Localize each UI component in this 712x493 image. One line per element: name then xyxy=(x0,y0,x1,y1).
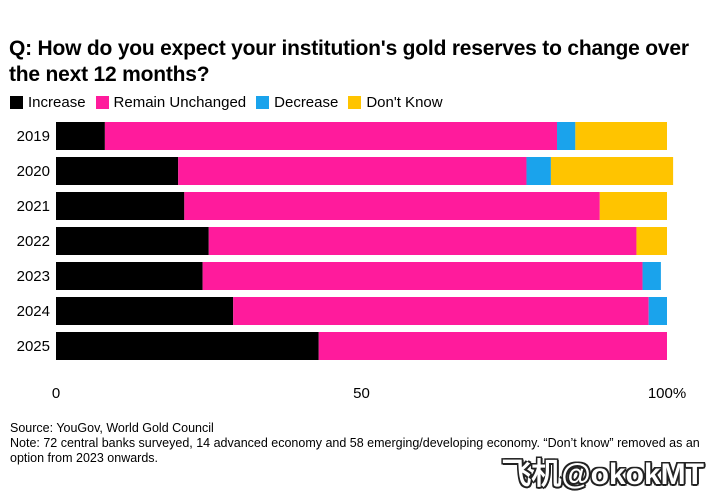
legend-swatch xyxy=(256,96,270,109)
stacked-bar-chart: 2019 2020 2021 2022 2023 2024 2025 0 50 100% xyxy=(17,122,686,402)
bar-segment xyxy=(56,157,179,185)
bar-segment xyxy=(575,122,667,150)
chart-footer: Source: YouGov, World Gold Council Note:… xyxy=(10,421,700,466)
bar-segment xyxy=(599,192,667,220)
legend-label: Increase xyxy=(28,94,86,111)
y-tick-label: 2020 xyxy=(17,163,50,180)
bar-segment xyxy=(636,227,667,255)
legend-item: Don't Know xyxy=(348,94,443,111)
bar-segment xyxy=(526,157,551,185)
bar-segment xyxy=(104,122,558,150)
bar-segment xyxy=(642,262,661,290)
y-tick-label: 2025 xyxy=(17,338,50,355)
y-tick-label: 2021 xyxy=(17,198,50,215)
survey-note: Note: 72 central banks surveyed, 14 adva… xyxy=(10,436,700,465)
bar-segment xyxy=(557,122,576,150)
bar-segment xyxy=(648,297,667,325)
watermark: 飞机@okokMT xyxy=(501,458,704,491)
legend-label: Remain Unchanged xyxy=(113,94,247,111)
bar-segment xyxy=(184,192,600,220)
y-tick-label: 2022 xyxy=(17,233,50,250)
legend-swatch xyxy=(10,96,23,109)
bar-segment xyxy=(318,332,667,360)
legend-swatch xyxy=(348,96,362,109)
y-tick-label: 2024 xyxy=(17,303,50,320)
bar-segment xyxy=(56,192,185,220)
bar-segment xyxy=(56,332,319,360)
source-note: Source: YouGov, World Gold Council xyxy=(10,421,214,435)
bar-segment xyxy=(178,157,527,185)
chart-title: Q: How do you expect your institution's … xyxy=(9,37,689,86)
y-tick-label: 2019 xyxy=(17,128,50,145)
bar-segment xyxy=(56,122,105,150)
x-tick-label: 0 xyxy=(52,385,60,402)
legend-item: Remain Unchanged xyxy=(95,94,247,111)
bar-segment xyxy=(233,297,649,325)
bar-segment xyxy=(56,262,203,290)
chart-legend: Increase Remain Unchanged Decrease Don't Kn… xyxy=(10,94,453,111)
legend-item: Increase xyxy=(10,94,86,111)
legend-item: Decrease xyxy=(256,94,338,111)
bar-segment xyxy=(550,157,674,185)
bar-segment xyxy=(202,262,643,290)
bar-segment xyxy=(56,227,209,255)
legend-swatch xyxy=(95,96,109,109)
legend-label: Decrease xyxy=(274,94,339,111)
y-tick-label: 2023 xyxy=(17,268,50,285)
legend-label: Don't Know xyxy=(366,94,443,111)
x-tick-label: 100% xyxy=(648,385,686,402)
bar-segment xyxy=(208,227,637,255)
bar-segment xyxy=(56,297,234,325)
x-tick-label: 50 xyxy=(353,385,370,402)
